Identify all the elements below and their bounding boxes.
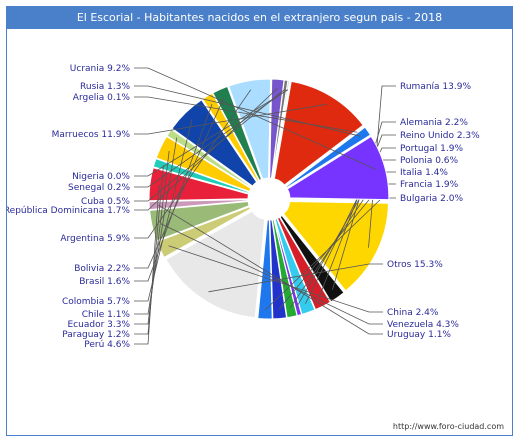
slice-label-colombia: Colombia 5.7% (62, 297, 130, 307)
slice-label-portugal: Portugal 1.9% (400, 144, 463, 154)
leader-line-portugal (305, 147, 396, 304)
slice-label-argelia: Argelia 0.1% (73, 93, 131, 103)
pie-slice-ucrania (286, 135, 390, 201)
chart-title: El Escorial - Habitantes nacidos en el e… (7, 7, 512, 29)
slice-label-nigeria: Nigeria 0.0% (72, 172, 130, 182)
slice-label-argentina: Argentina 5.9% (60, 234, 130, 244)
leader-line-otros (208, 263, 383, 293)
leader-line-cuba (134, 89, 286, 202)
slice-label-senegal: Senegal 0.2% (68, 183, 130, 193)
leader-line-alemania (331, 121, 396, 290)
leader-line-brasil (134, 103, 213, 282)
pie-slice-alemania (279, 214, 345, 303)
slice-label-republica-dominicana: República Dominicana 1.7% (7, 206, 130, 216)
pie-slice-otros (165, 210, 266, 319)
slice-label-bolivia: Bolivia 2.2% (74, 264, 130, 274)
leader-line-china (168, 245, 383, 313)
slice-label-ucrania: Ucrania 9.2% (70, 64, 131, 74)
pie-slice-francia (269, 219, 288, 320)
leader-line-senegal (134, 89, 288, 188)
slice-label-peru: Perú 4.6% (84, 340, 130, 350)
slice-label-rumania: Rumanía 13.9% (400, 82, 471, 92)
slice-label-venezuela: Venezuela 4.3% (387, 320, 459, 330)
pie-slice-brasil (201, 92, 260, 183)
leader-line-colombia (134, 119, 193, 302)
slice-label-china: China 2.4% (387, 308, 439, 318)
slice-label-chile: Chile 1.1% (82, 310, 131, 320)
leader-line-chile (134, 137, 178, 315)
slice-label-ecuador: Ecuador 3.3% (68, 320, 131, 330)
slice-label-paraguay: Paraguay 1.2% (62, 330, 130, 340)
slice-label-uruguay: Uruguay 1.1% (387, 330, 451, 340)
chart-frame: El Escorial - Habitantes nacidos en el e… (6, 6, 513, 436)
slice-label-otros: Otros 15.3% (387, 260, 443, 270)
leader-line-bolivia (134, 97, 225, 269)
slice-label-marruecos: Marruecos 11.9% (52, 130, 131, 140)
leader-line-peru (134, 185, 160, 345)
slice-label-brasil: Brasil 1.6% (79, 277, 130, 287)
leader-line-ecuador (134, 150, 170, 325)
leader-line-paraguay (134, 165, 164, 335)
slice-label-francia: Francia 1.9% (400, 180, 459, 190)
leader-line-republica-dominicana (134, 88, 278, 211)
leader-line-venezuela (160, 223, 383, 325)
slice-label-rusia: Rusia 1.3% (80, 82, 130, 92)
slice-label-italia: Italia 1.4% (400, 168, 448, 178)
pie-slice-paraguay (152, 157, 250, 194)
leader-line-rusia (134, 85, 361, 137)
slice-label-bulgaria: Bulgaria 2.0% (400, 194, 463, 204)
pie-slice-marruecos (273, 80, 364, 186)
pie-slice-china (156, 206, 252, 259)
pie-slice-rusia (285, 126, 372, 189)
leader-line-argelia (134, 96, 358, 133)
footer-url[interactable]: http://www.foro-ciudad.com (392, 422, 504, 431)
pie-slice-senegal (271, 79, 291, 179)
leader-line-ucrania (134, 67, 376, 170)
pie-slice-reino-unido (276, 216, 332, 311)
pie-slice-chile (166, 128, 253, 189)
slice-label-cuba: Cuba 0.5% (81, 197, 130, 207)
pie-slice-rumania (282, 200, 389, 292)
pie-slice-italia (271, 218, 298, 319)
slice-label-alemania: Alemania 2.2% (400, 118, 468, 128)
slice-label-reino-unido: Reino Unido 2.3% (400, 131, 480, 141)
pie-slice-ecuador (155, 135, 252, 193)
pie-slice-bulgaria (257, 219, 273, 320)
slice-label-polonia: Polonia 0.6% (400, 156, 459, 166)
pie-chart: Rumanía 13.9% Alemania 2.2% Reino Unido 2.… (7, 64, 480, 350)
leader-line-uruguay (158, 204, 383, 335)
leader-line-reino-unido (318, 134, 396, 299)
